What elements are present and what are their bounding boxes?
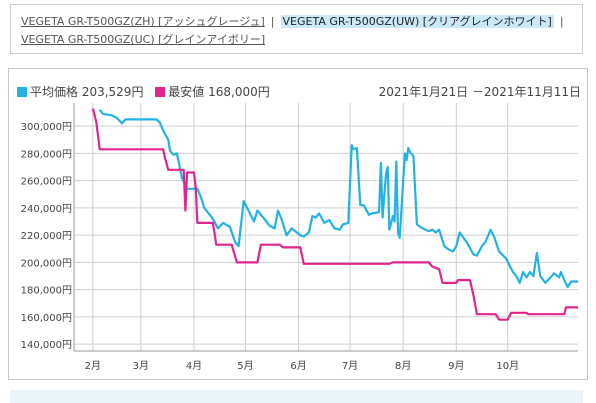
x-tick-label: 5月 — [237, 360, 253, 372]
y-tick-label: 300,000円 — [21, 122, 72, 133]
bottom-panel-strip — [10, 390, 583, 403]
variant-row-2: VEGETA GR-T500GZ(UC) [グレインアイボリー] — [21, 31, 572, 49]
x-tick-label: 9月 — [448, 360, 464, 372]
chart-legend: 平均価格 203,529円 最安値 168,000円 — [17, 83, 278, 100]
y-tick-label: 200,000円 — [21, 258, 72, 269]
legend-label-average: 平均価格 203,529円 — [30, 85, 144, 99]
x-tick-label: 2月 — [85, 360, 101, 372]
legend-label-lowest: 最安値 168,000円 — [168, 85, 270, 99]
x-tick-label: 8月 — [395, 360, 411, 372]
x-tick-label: 4月 — [186, 360, 202, 372]
variant-separator: | — [270, 15, 275, 28]
price-history-chart: 平均価格 203,529円 最安値 168,000円 2021年1月21日 －2… — [8, 68, 588, 380]
chart-date-range: 2021年1月21日 －2021年11月11日 — [378, 85, 581, 99]
x-tick-label: 7月 — [342, 360, 358, 372]
series-line-average-price — [98, 109, 578, 289]
variant-separator: | — [559, 15, 564, 28]
variant-selector: VEGETA GR-T500GZ(ZH) [アッシュグレージュ] | VEGETA … — [10, 4, 583, 54]
legend-item-lowest: 最安値 168,000円 — [155, 85, 270, 99]
y-tick-label: 220,000円 — [21, 231, 72, 242]
series-line-lowest-price — [91, 108, 578, 321]
x-tick-label: 6月 — [290, 360, 306, 372]
x-tick-label: 10月 — [496, 360, 519, 372]
y-tick-label: 180,000円 — [21, 286, 72, 297]
variant-link-uc[interactable]: VEGETA GR-T500GZ(UC) [グレインアイボリー] — [21, 33, 266, 46]
legend-swatch-average — [17, 87, 27, 97]
y-tick-label: 140,000円 — [21, 340, 72, 351]
y-tick-label: 240,000円 — [21, 204, 72, 215]
y-tick-label: 160,000円 — [21, 313, 72, 324]
y-tick-label: 260,000円 — [21, 177, 72, 188]
x-tick-label: 3月 — [133, 360, 149, 372]
variant-row-1: VEGETA GR-T500GZ(ZH) [アッシュグレージュ] | VEGETA … — [21, 13, 572, 31]
variant-link-zh[interactable]: VEGETA GR-T500GZ(ZH) [アッシュグレージュ] — [21, 15, 265, 28]
variant-link-uw-active[interactable]: VEGETA GR-T500GZ(UW) [クリアグレインホワイト] — [280, 15, 554, 28]
legend-swatch-lowest — [155, 87, 166, 97]
chart-plot-area: 140,000円 160,000円 180,000円 200,000円 220,000円… — [21, 103, 578, 372]
legend-item-average: 平均価格 203,529円 — [17, 85, 143, 99]
y-tick-label: 280,000円 — [21, 149, 72, 160]
